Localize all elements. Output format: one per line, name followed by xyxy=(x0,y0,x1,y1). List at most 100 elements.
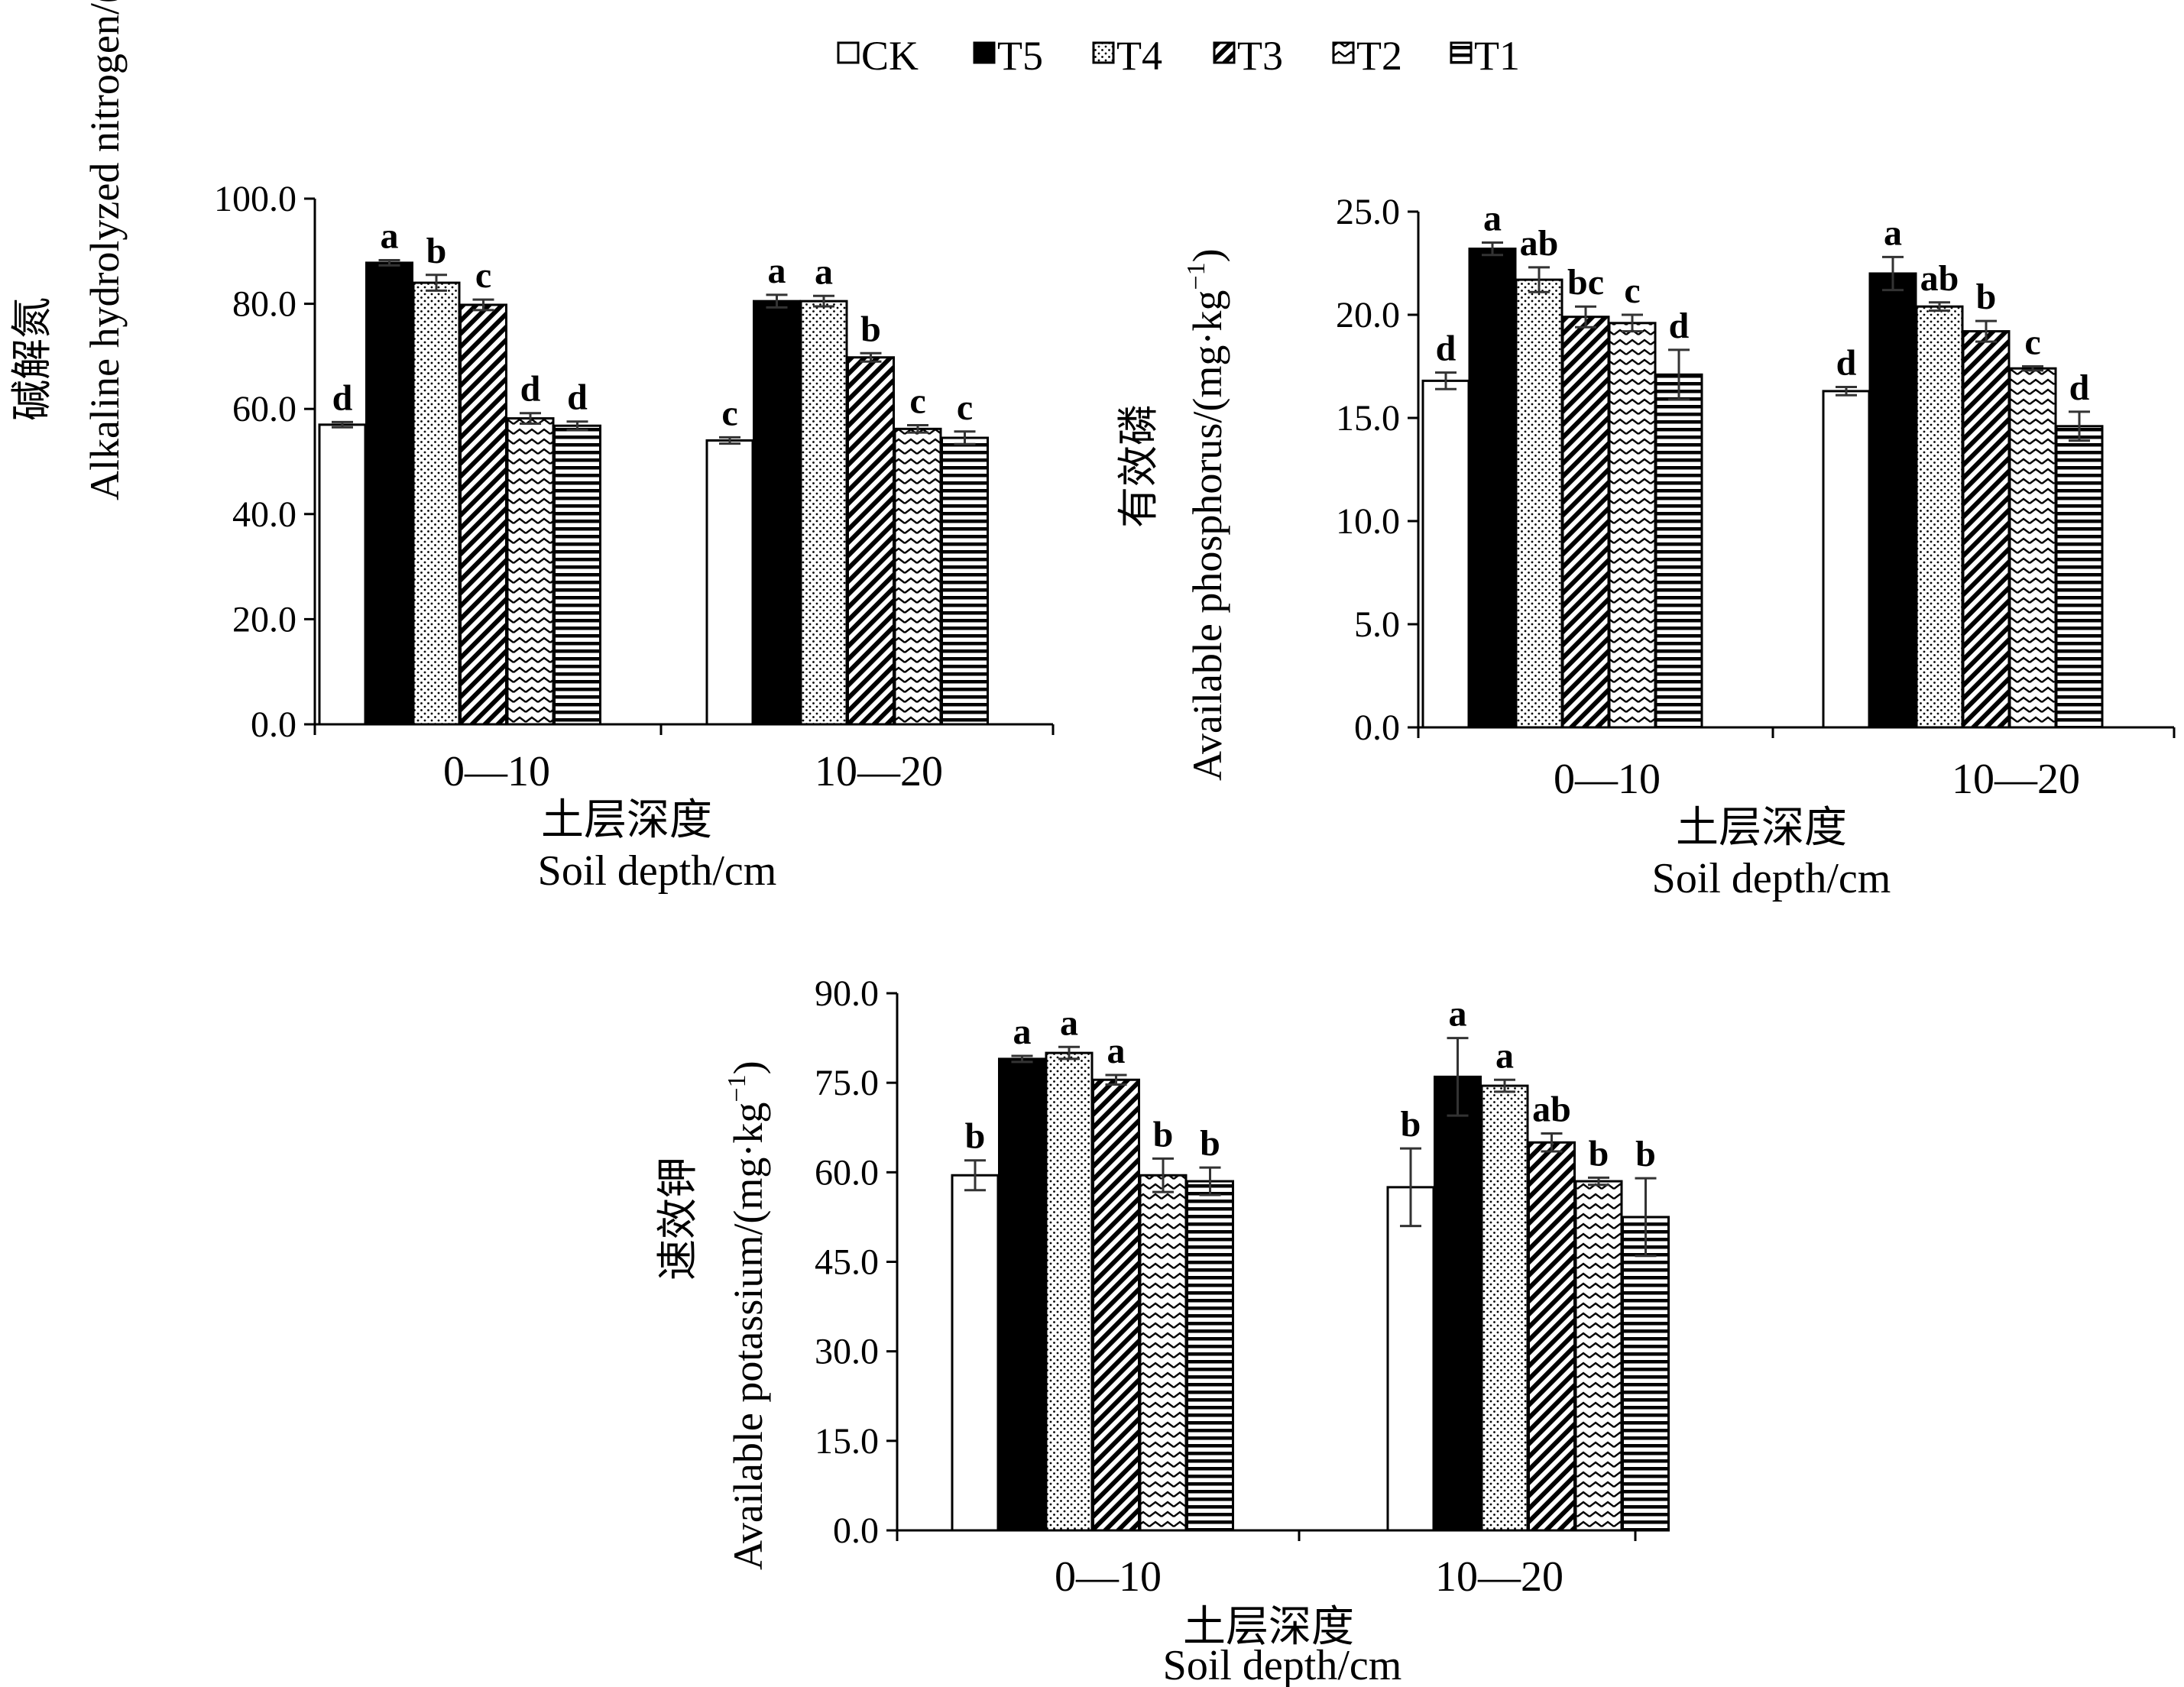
bar-ck xyxy=(951,1174,1000,1532)
significance-label: ab xyxy=(1520,223,1559,264)
bar-t5 xyxy=(998,1057,1046,1532)
legend-item-t5: T5 xyxy=(973,33,1043,79)
bar-t3 xyxy=(1962,330,2011,729)
legend-swatch-t4 xyxy=(1092,41,1115,64)
significance-label: d xyxy=(2069,368,2090,408)
xlabel-cn-phosphorus: 土层深度 xyxy=(1676,805,1847,852)
legend-swatch-t1 xyxy=(1450,41,1473,64)
ylabel-en-potassium: Available potassium/(mg·kg xyxy=(725,1103,771,1570)
y-axis-label-potassium: 速效钾 xyxy=(655,1157,701,1281)
bar-t3 xyxy=(847,356,895,726)
y-tick-label: 80.0 xyxy=(232,284,296,325)
legend-item-t3: T3 xyxy=(1213,33,1283,79)
bar-t3 xyxy=(459,303,507,726)
significance-label: b xyxy=(426,231,447,271)
legend-label-t2: T2 xyxy=(1356,33,1402,79)
y-tick-label: 100.0 xyxy=(214,179,296,219)
bar-ck xyxy=(1822,390,1871,729)
bar-t1 xyxy=(553,424,601,726)
legend-label-t1: T1 xyxy=(1474,33,1520,79)
y-tick-label: 25.0 xyxy=(1336,192,1400,232)
y-axis-label-nitrogen: 碱解氮 xyxy=(9,297,55,421)
legend-label-t3: T3 xyxy=(1237,33,1283,79)
bar-t5 xyxy=(1434,1075,1482,1532)
legend-item-ck: CK xyxy=(837,33,919,79)
legend-label-ck: CK xyxy=(861,33,919,79)
significance-label: a xyxy=(381,215,399,256)
significance-label: b xyxy=(1200,1123,1220,1164)
y-tick-label: 90.0 xyxy=(815,973,879,1014)
svg-text:Available potassium/(mg·kg−1): Available potassium/(mg·kg−1) xyxy=(723,1060,771,1570)
bar-ck xyxy=(705,439,754,726)
y-tick-label: 40.0 xyxy=(232,494,296,535)
x-category-label: 0—10 xyxy=(443,748,550,795)
bar-t3 xyxy=(1528,1141,1576,1532)
significance-label: b xyxy=(1401,1104,1421,1145)
significance-label: c xyxy=(475,255,491,296)
bar-t4 xyxy=(1915,305,1964,729)
bar-t5 xyxy=(753,300,801,726)
significance-label: a xyxy=(1483,199,1502,239)
svg-text:Alkaline hydrolyzed nitrogen/(: Alkaline hydrolyzed nitrogen/(mg·kg−1) xyxy=(79,0,128,500)
ylabel-cn-phosphorus: 有效磷 xyxy=(1116,404,1162,528)
ylabel-sup-potassium: −1 xyxy=(723,1074,751,1102)
y-tick-label: 5.0 xyxy=(1354,604,1400,645)
x-category-label: 10—20 xyxy=(1952,756,2080,803)
significance-label: d xyxy=(1669,306,1690,346)
significance-label: a xyxy=(1449,994,1467,1035)
ylabel-en-nitrogen: Alkaline hydrolyzed nitrogen/(mg·kg xyxy=(82,0,128,500)
ylabel-cn-potassium: 速效钾 xyxy=(655,1157,701,1281)
chart-potassium: 速效钾 Available potassium/(mg·kg−1) 土层深度 S… xyxy=(655,973,1670,1687)
bar-t2 xyxy=(1574,1180,1623,1532)
legend-item-t1: T1 xyxy=(1450,33,1520,79)
y-axis-label-phosphorus: 有效磷 xyxy=(1116,404,1162,528)
significance-label: b xyxy=(1153,1114,1174,1154)
significance-label: c xyxy=(721,393,737,433)
svg-text:Available phosphorus/(mg·kg−1): Available phosphorus/(mg·kg−1) xyxy=(1182,248,1230,781)
bar-t4 xyxy=(1515,278,1563,729)
y-tick-label: 75.0 xyxy=(815,1063,879,1103)
y-tick-label: 20.0 xyxy=(232,599,296,640)
y-axis-label-en-phosphorus: Available phosphorus/(mg·kg−1) xyxy=(1182,248,1230,781)
bar-t1 xyxy=(1622,1216,1670,1532)
chart-phosphorus: 有效磷 Available phosphorus/(mg·kg−1) 土层深度 … xyxy=(1116,192,2176,902)
xlabel-en-phosphorus: Soil depth/cm xyxy=(1652,855,1891,902)
y-tick-label: 60.0 xyxy=(815,1152,879,1193)
significance-label: a xyxy=(768,251,786,291)
ylabel-cn-nitrogen: 碱解氮 xyxy=(9,297,55,421)
ylabel-sup-phosphorus: −1 xyxy=(1182,262,1210,290)
significance-label: a xyxy=(1107,1031,1126,1071)
significance-label: a xyxy=(1060,1002,1078,1043)
significance-label: b xyxy=(1589,1133,1609,1174)
significance-label: ab xyxy=(1532,1090,1571,1130)
bar-t4 xyxy=(1045,1051,1094,1532)
significance-label: b xyxy=(860,309,881,349)
bar-ck xyxy=(1421,379,1470,729)
y-tick-label: 0.0 xyxy=(251,704,296,745)
legend-label-t5: T5 xyxy=(997,33,1043,79)
bar-t2 xyxy=(1608,322,1657,729)
y-tick-label: 45.0 xyxy=(815,1242,879,1283)
x-category-label: 10—20 xyxy=(1435,1553,1563,1601)
ylabel-close-phosphorus: ) xyxy=(1184,248,1230,262)
y-tick-label: 15.0 xyxy=(815,1421,879,1462)
significance-label: b xyxy=(1635,1134,1656,1174)
y-tick-label: 0.0 xyxy=(1354,708,1400,748)
bar-t5 xyxy=(1868,272,1917,729)
xlabel-en-potassium: Soil depth/cm xyxy=(1163,1642,1402,1687)
bar-t3 xyxy=(1561,316,1610,729)
significance-label: d xyxy=(1436,329,1457,369)
xlabel-cn-potassium: 土层深度 xyxy=(1183,1604,1354,1651)
x-category-label: 0—10 xyxy=(1055,1553,1162,1601)
y-tick-label: 60.0 xyxy=(232,389,296,429)
legend-item-t2: T2 xyxy=(1332,33,1402,79)
significance-label: a xyxy=(1884,212,1902,253)
bar-ck xyxy=(1386,1186,1435,1532)
y-tick-label: 10.0 xyxy=(1336,501,1400,542)
ylabel-en-phosphorus: Available phosphorus/(mg·kg xyxy=(1184,290,1230,781)
bar-t5 xyxy=(1468,248,1517,729)
significance-label: c xyxy=(957,387,973,428)
legend-swatch-t5 xyxy=(973,41,996,64)
bar-t1 xyxy=(1654,373,1703,729)
